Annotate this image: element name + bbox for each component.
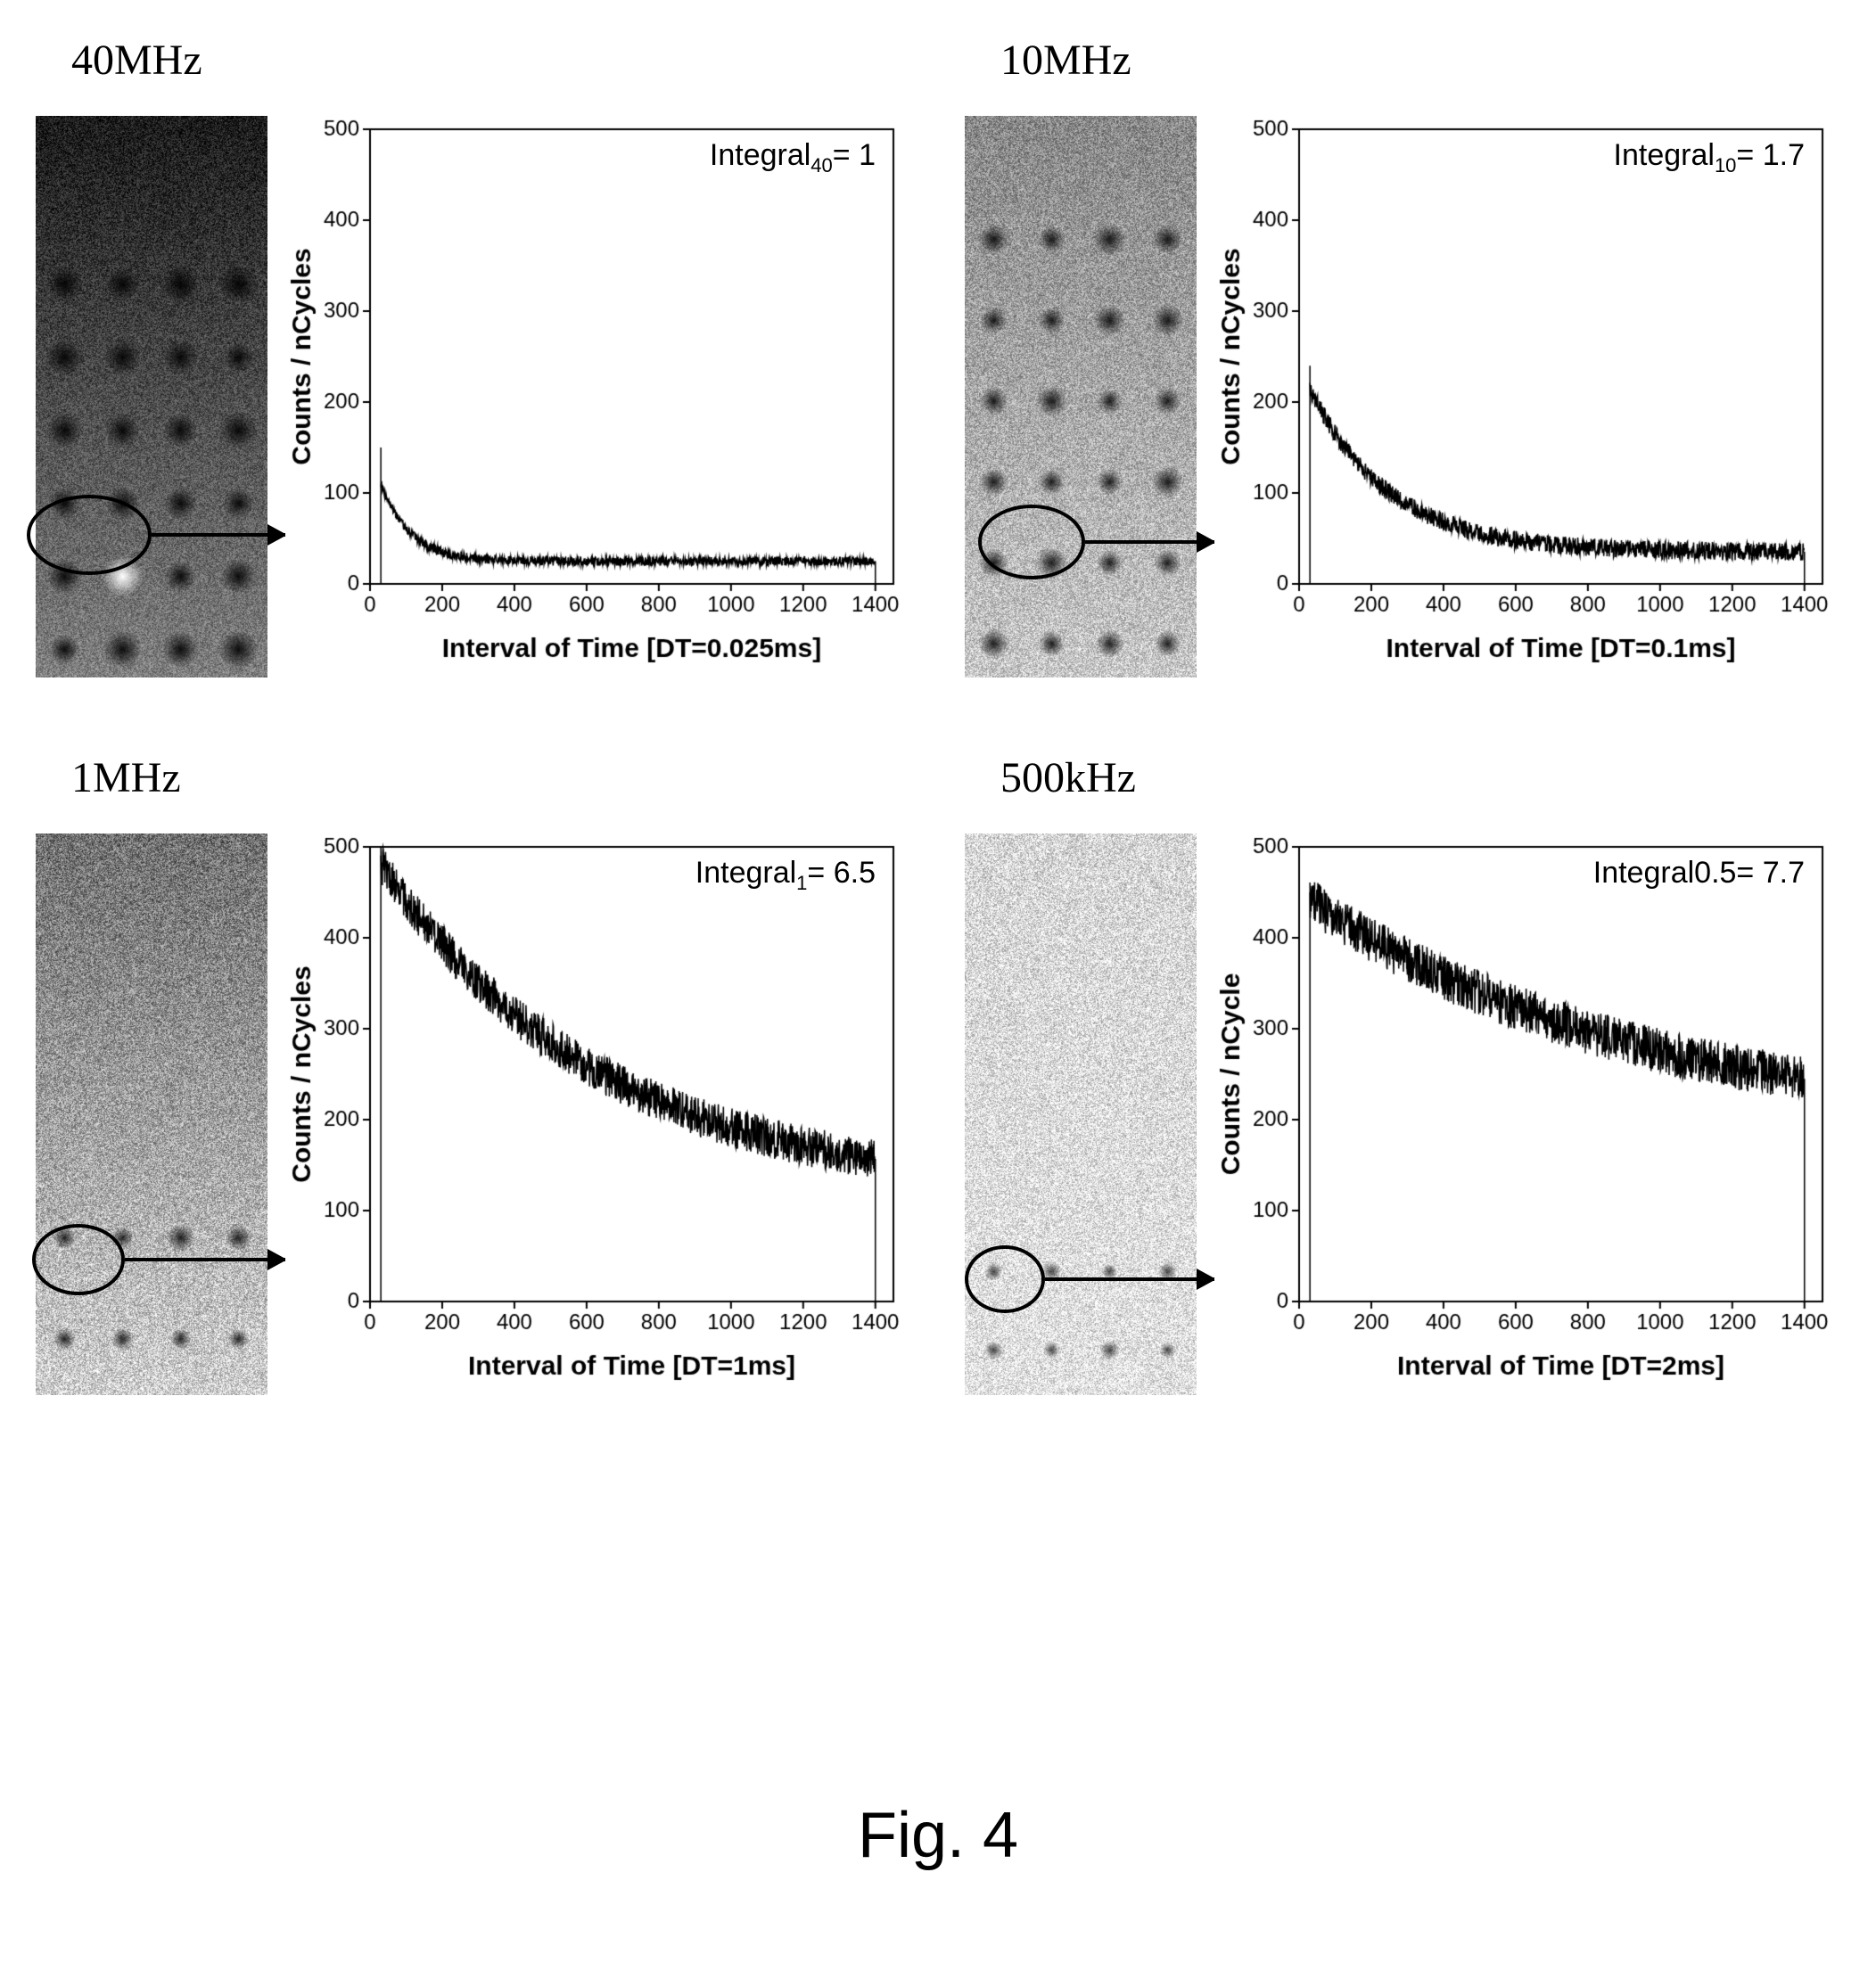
- panel-title: 40MHz: [71, 36, 202, 85]
- figure-grid: 40MHz Integral40= 1 10MHz Integral10=: [36, 36, 1840, 1400]
- chart: Integral40= 1: [285, 111, 911, 682]
- panel-title: 10MHz: [1000, 36, 1131, 85]
- panel-40mhz: 40MHz Integral40= 1: [36, 36, 911, 682]
- chart-canvas: [285, 111, 911, 682]
- panel-500khz: 500kHz Integral0.5= 7.7: [965, 753, 1840, 1400]
- chart-canvas: [1214, 829, 1840, 1400]
- spot-canvas: [36, 116, 267, 677]
- integral-label: Integral0.5= 7.7: [1593, 856, 1805, 891]
- chart: Integral10= 1.7: [1214, 111, 1840, 682]
- panel-body: Integral1= 6.5: [36, 829, 911, 1400]
- integral-label: Integral1= 6.5: [695, 856, 876, 895]
- panel-1mhz: 1MHz Integral1= 6.5: [36, 753, 911, 1400]
- integral-label: Integral40= 1: [710, 138, 876, 177]
- panel-title: 500kHz: [1000, 753, 1136, 802]
- chart: Integral0.5= 7.7: [1214, 829, 1840, 1400]
- spot-canvas: [965, 833, 1197, 1395]
- panel-title: 1MHz: [71, 753, 181, 802]
- spot-image: [965, 833, 1197, 1395]
- spot-canvas: [36, 833, 267, 1395]
- panel-body: Integral40= 1: [36, 111, 911, 682]
- spot-image: [36, 116, 267, 677]
- integral-label: Integral10= 1.7: [1614, 138, 1805, 177]
- chart-canvas: [1214, 111, 1840, 682]
- panel-10mhz: 10MHz Integral10= 1.7: [965, 36, 1840, 682]
- panel-body: Integral0.5= 7.7: [965, 829, 1840, 1400]
- figure-caption: Fig. 4: [858, 1799, 1018, 1872]
- panel-body: Integral10= 1.7: [965, 111, 1840, 682]
- spot-image: [965, 116, 1197, 677]
- chart-canvas: [285, 829, 911, 1400]
- spot-image: [36, 833, 267, 1395]
- chart: Integral1= 6.5: [285, 829, 911, 1400]
- spot-canvas: [965, 116, 1197, 677]
